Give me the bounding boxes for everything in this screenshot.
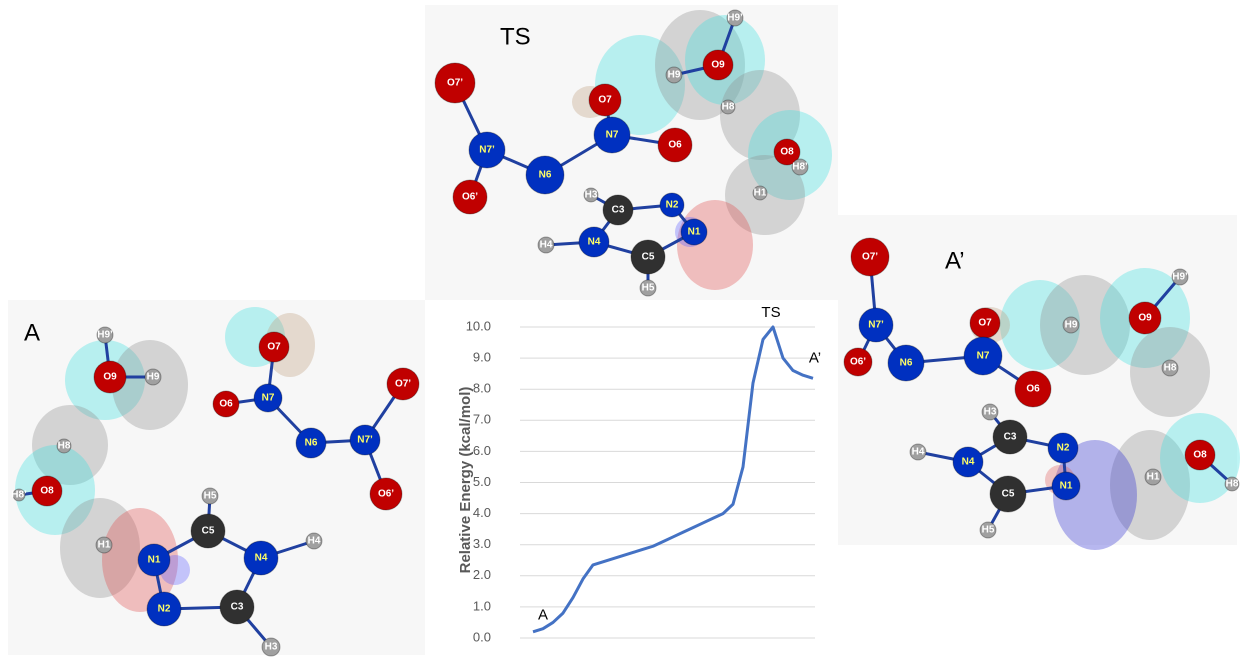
y-tick-label: 3.0 — [473, 536, 491, 551]
atom-label: H8 — [722, 102, 735, 113]
atom-label: O7 — [598, 95, 612, 106]
atom-label: O8 — [1193, 450, 1207, 461]
atom-label: H5 — [642, 283, 655, 294]
atom-label: H8 — [1226, 479, 1239, 490]
atom-label: O8 — [40, 486, 54, 497]
atom-label: N7’ — [479, 145, 495, 156]
y-tick-label: 2.0 — [473, 567, 491, 582]
atom-label: C5 — [202, 526, 215, 537]
atom-label: N1 — [1060, 481, 1073, 492]
chart: Relative Energy (kcal/mol) 0.0 1.0 2.0 3.0 4… — [457, 304, 821, 644]
y-tick-label: 1.0 — [473, 598, 491, 613]
atom-label: O7 — [978, 318, 992, 329]
atom-label: H1 — [98, 540, 111, 551]
atom-label: O8 — [780, 147, 794, 158]
atom-label: C3 — [231, 602, 244, 613]
atom-label: O9 — [1138, 313, 1152, 324]
atom-label: H5 — [204, 491, 217, 502]
y-tick-label: 0.0 — [473, 629, 491, 644]
panel-label: A — [24, 319, 40, 346]
atom-label: N7 — [977, 351, 990, 362]
panel-label: TS — [500, 23, 531, 50]
y-tick-label: 5.0 — [473, 474, 491, 489]
atom-label: N4 — [962, 457, 975, 468]
atom-label: H9’ — [727, 13, 743, 24]
atom-label: O7’ — [447, 78, 463, 89]
atom-label: H3 — [265, 642, 278, 653]
atom-label: H9’ — [1172, 272, 1188, 283]
atom-label: C3 — [1004, 432, 1017, 443]
atom-label: H4 — [308, 536, 321, 547]
panel-label: A’ — [945, 247, 965, 274]
atom-label: C5 — [1002, 489, 1015, 500]
atom-label: H4 — [912, 447, 925, 458]
atom-label: C5 — [642, 252, 655, 263]
atom-label: O6’ — [462, 192, 478, 203]
y-tick-label: 4.0 — [473, 505, 491, 520]
atom-label: O7’ — [862, 252, 878, 263]
atom-label: O9 — [711, 60, 725, 71]
atom-label: O6 — [1026, 384, 1040, 395]
atom-label: C3 — [612, 205, 625, 216]
atom-label: N2 — [1057, 443, 1070, 454]
atom-label: H9 — [147, 372, 160, 383]
atom-label: N7’ — [868, 320, 884, 331]
atom-label: N7 — [262, 393, 275, 404]
y-tick-label: 9.0 — [473, 350, 491, 365]
atom-label: O6’ — [850, 357, 866, 368]
atom-label: N4 — [588, 237, 601, 248]
atom-label: H8 — [58, 441, 71, 452]
figure: O7’ N7’ O6’ N6 O7 N7 O6 H9’ O9 H9 H8 O8 H8’ H1 H3 C3 N2 H… — [0, 0, 1241, 657]
atom-label: N7 — [606, 130, 619, 141]
atom-label: N6 — [900, 358, 913, 369]
atom-label: N1 — [148, 555, 161, 566]
y-tick-label: 7.0 — [473, 412, 491, 427]
annotation: TS — [761, 304, 780, 321]
annotation: A — [538, 607, 548, 624]
atom-label: H9’ — [97, 330, 113, 341]
atom-label: N6 — [305, 438, 318, 449]
y-axis-label: Relative Energy (kcal/mol) — [457, 387, 474, 574]
atom-label: O6 — [668, 140, 682, 151]
y-tick-label: 6.0 — [473, 443, 491, 458]
y-tick-label: 10.0 — [466, 318, 491, 333]
atom-label: H5 — [982, 525, 995, 536]
atom-label: H8 — [1164, 363, 1177, 374]
atom-label: N6 — [539, 170, 552, 181]
atom-label: H9 — [668, 70, 681, 81]
y-tick-label: 8.0 — [473, 381, 491, 396]
atom-label: N4 — [255, 553, 268, 564]
atom-label: H1 — [754, 188, 767, 199]
atom-label: H1 — [1147, 472, 1160, 483]
atom-label: H9 — [1065, 320, 1078, 331]
atom-label: N7’ — [357, 435, 373, 446]
atom-label: N2 — [158, 604, 171, 615]
atom-label: O7’ — [395, 379, 411, 390]
atom-label: N1 — [688, 227, 701, 238]
atom-label: O6 — [219, 399, 233, 410]
atom-label: H4 — [540, 240, 553, 251]
atom-label: N2 — [666, 200, 679, 211]
atom-label: O6’ — [378, 489, 394, 500]
atom-label: H3 — [585, 190, 598, 201]
atom-label: H8’ — [792, 162, 808, 173]
atom-label: H3 — [984, 407, 997, 418]
atom-label: H8’ — [11, 490, 27, 501]
line — [533, 327, 813, 632]
annotation: A’ — [809, 349, 821, 366]
atom-label: O9 — [103, 372, 117, 383]
atom-label: O7 — [267, 342, 281, 353]
